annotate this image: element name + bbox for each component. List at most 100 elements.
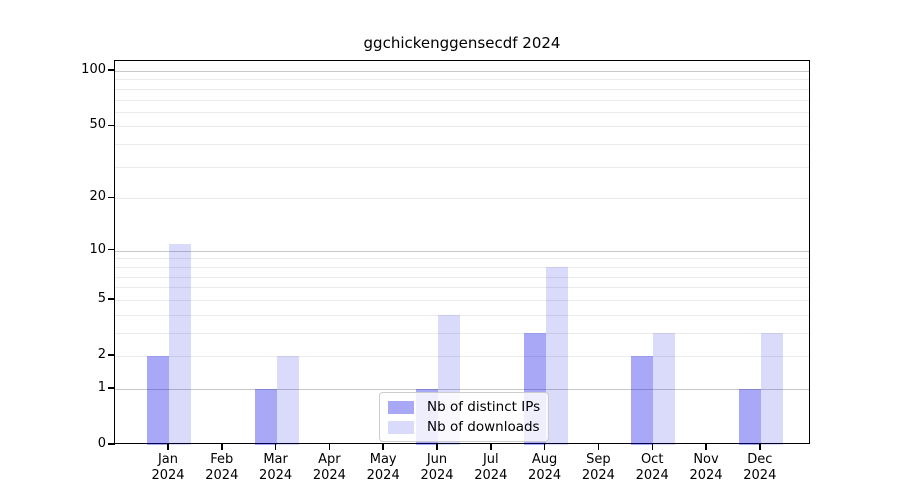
x-tick-label: Nov 2024 bbox=[671, 452, 741, 484]
x-tick-year: 2024 bbox=[635, 468, 669, 483]
x-tick-label: Feb 2024 bbox=[187, 452, 257, 484]
x-tick-mark bbox=[221, 443, 223, 450]
x-tick-label: Sep 2024 bbox=[563, 452, 633, 484]
y-tick-mark bbox=[108, 196, 115, 198]
minor-gridline bbox=[115, 356, 809, 357]
x-tick-mark bbox=[382, 443, 384, 450]
bar-downloads bbox=[760, 332, 783, 445]
x-tick-year: 2024 bbox=[312, 468, 346, 483]
y-tick-label: 5 bbox=[97, 290, 106, 306]
legend: Nb of distinct IPs Nb of downloads bbox=[379, 392, 549, 442]
x-tick-mark bbox=[328, 443, 331, 450]
x-tick-year: 2024 bbox=[420, 468, 454, 483]
y-tick-mark bbox=[108, 387, 115, 389]
minor-gridline bbox=[115, 266, 809, 268]
x-tick-year: 2024 bbox=[474, 468, 508, 483]
x-tick-mark bbox=[167, 443, 169, 450]
x-tick-year: 2024 bbox=[743, 468, 777, 483]
minor-gridline bbox=[115, 166, 809, 168]
bars bbox=[115, 61, 809, 445]
x-tick-mark bbox=[490, 443, 492, 450]
minor-gridline bbox=[115, 332, 809, 334]
x-tick-label: Dec 2024 bbox=[725, 452, 795, 484]
x-tick-month: Nov bbox=[693, 452, 719, 467]
x-tick-mark bbox=[597, 443, 600, 450]
x-tick-mark bbox=[274, 443, 277, 450]
x-tick-month: Jan bbox=[157, 452, 179, 467]
y-tick-label: 2 bbox=[97, 347, 106, 362]
minor-gridline bbox=[115, 287, 809, 289]
bar-downloads bbox=[276, 356, 299, 445]
y-tick-mark bbox=[108, 443, 115, 445]
x-tick-label: Apr 2024 bbox=[294, 452, 364, 484]
x-tick-mark bbox=[651, 443, 653, 450]
y-tick-mark bbox=[108, 124, 115, 127]
legend-label-distinct-ips: Nb of distinct IPs bbox=[427, 399, 541, 415]
y-tick-label: 10 bbox=[89, 241, 106, 257]
x-tick-year: 2024 bbox=[581, 468, 615, 483]
x-tick-label: Jul 2024 bbox=[456, 452, 526, 484]
legend-swatch-distinct-ips-icon bbox=[388, 400, 414, 414]
minor-gridline bbox=[115, 99, 809, 101]
x-tick-month: Jun bbox=[426, 452, 448, 467]
y-tick-label: 20 bbox=[89, 189, 106, 205]
y-tick-mark bbox=[108, 354, 115, 356]
x-tick-month: Jul bbox=[482, 452, 499, 467]
plot-area bbox=[114, 60, 810, 445]
x-tick-year: 2024 bbox=[689, 468, 723, 483]
bar-distinct-ips bbox=[147, 356, 169, 445]
x-tick-year: 2024 bbox=[366, 468, 400, 483]
x-tick-month: May bbox=[369, 452, 397, 467]
bar-downloads bbox=[653, 332, 676, 445]
x-tick-mark bbox=[543, 443, 546, 450]
minor-gridline bbox=[115, 314, 809, 316]
minor-gridline bbox=[115, 276, 809, 278]
legend-entry-distinct-ips: Nb of distinct IPs bbox=[388, 399, 541, 415]
legend-swatch-downloads-icon bbox=[388, 420, 414, 434]
y-tick-mark bbox=[108, 248, 115, 251]
x-tick-label: Jun 2024 bbox=[402, 452, 472, 484]
minor-gridline bbox=[115, 258, 809, 260]
y-tick-mark bbox=[108, 298, 115, 300]
bar-downloads bbox=[545, 266, 568, 445]
bar-distinct-ips bbox=[254, 388, 277, 445]
x-tick-year: 2024 bbox=[528, 468, 562, 483]
x-tick-month: Dec bbox=[747, 452, 773, 467]
x-tick-month: Mar bbox=[263, 452, 288, 467]
major-gridline bbox=[115, 71, 809, 72]
y-tick-label: 0 bbox=[97, 436, 106, 451]
x-tick-mark bbox=[436, 443, 438, 450]
minor-gridline bbox=[115, 198, 809, 200]
x-tick-label: Aug 2024 bbox=[510, 452, 580, 484]
x-tick-month: Oct bbox=[640, 452, 664, 467]
y-tick-mark bbox=[108, 69, 115, 71]
x-tick-label: Oct 2024 bbox=[617, 452, 687, 484]
major-gridline bbox=[115, 388, 809, 390]
x-tick-mark bbox=[759, 443, 761, 450]
x-tick-month: Aug bbox=[531, 452, 558, 467]
y-tick-label: 100 bbox=[81, 62, 106, 77]
y-tick-label: 1 bbox=[97, 379, 106, 395]
x-tick-month: Apr bbox=[318, 452, 341, 467]
x-tick-month: Feb bbox=[210, 452, 234, 467]
chart-title: ggchickenggensecdf 2024 bbox=[363, 34, 561, 52]
x-tick-label: Jan 2024 bbox=[133, 452, 203, 484]
minor-gridline bbox=[115, 126, 809, 128]
major-gridline bbox=[115, 250, 809, 252]
bar-distinct-ips bbox=[631, 356, 654, 445]
legend-entry-downloads: Nb of downloads bbox=[388, 419, 540, 435]
minor-gridline bbox=[115, 88, 809, 90]
x-tick-year: 2024 bbox=[205, 468, 239, 483]
bar-downloads bbox=[169, 243, 191, 445]
minor-gridline bbox=[115, 299, 809, 301]
minor-gridline bbox=[115, 144, 809, 146]
y-tick-label: 50 bbox=[89, 117, 106, 133]
x-tick-label: Mar 2024 bbox=[241, 452, 311, 484]
x-tick-year: 2024 bbox=[151, 468, 185, 483]
minor-gridline bbox=[115, 79, 809, 81]
x-tick-year: 2024 bbox=[259, 468, 293, 483]
x-tick-month: Sep bbox=[586, 452, 611, 467]
bar-distinct-ips bbox=[738, 388, 761, 445]
legend-label-downloads: Nb of downloads bbox=[427, 419, 540, 435]
